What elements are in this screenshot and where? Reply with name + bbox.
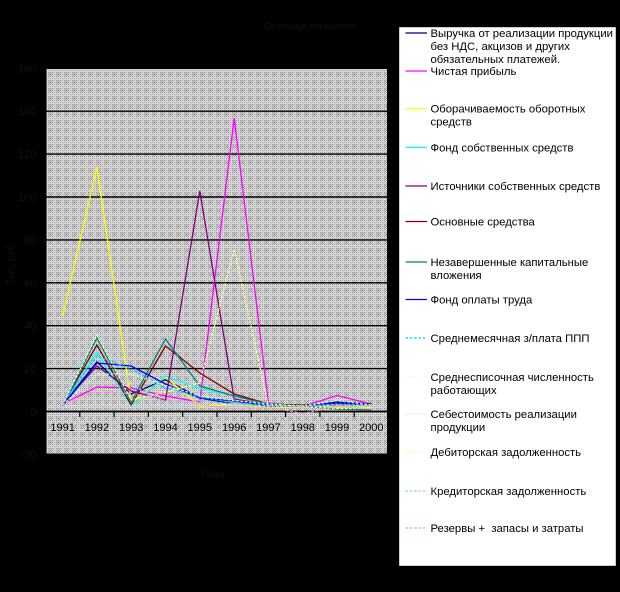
svg-text:1992: 1992 (85, 422, 109, 434)
svg-text:1994: 1994 (153, 422, 177, 434)
svg-text:120: 120 (18, 149, 36, 161)
svg-text:40: 40 (24, 321, 36, 333)
svg-text:160: 160 (18, 63, 36, 75)
svg-text:работающих: работающих (431, 385, 497, 397)
svg-text:Основные показатели: Основные показатели (264, 21, 356, 31)
svg-text:1998: 1998 (290, 422, 314, 434)
svg-text:Дебиторская задолженность: Дебиторская задолженность (431, 447, 582, 459)
svg-text:вложения: вложения (431, 270, 482, 282)
svg-text:1991: 1991 (50, 422, 74, 434)
svg-text:Основные средства: Основные средства (431, 217, 536, 229)
svg-text:Кредиторская задолженность: Кредиторская задолженность (431, 486, 587, 498)
svg-text:Фонд оплаты труда: Фонд оплаты труда (431, 295, 533, 307)
svg-text:обязательных платежей.: обязательных платежей. (431, 54, 561, 66)
svg-text:Тыс. руб.: Тыс. руб. (5, 242, 17, 284)
svg-text:2000: 2000 (359, 422, 383, 434)
svg-text:Выручка от реализации продукци: Выручка от реализации продукции (431, 28, 613, 40)
svg-text:Годы: Годы (201, 469, 224, 480)
svg-text:Оборачиваемость оборотных: Оборачиваемость оборотных (431, 104, 586, 116)
svg-text:продукции: продукции (431, 422, 486, 434)
svg-text:1993: 1993 (119, 422, 143, 434)
svg-text:Источники собственных средств: Источники собственных средств (431, 181, 601, 193)
svg-text:-20: -20 (21, 449, 37, 461)
svg-text:без НДС, акцизов и других: без НДС, акцизов и других (431, 41, 571, 53)
svg-text:1997: 1997 (256, 422, 280, 434)
svg-text:Среднесписочная численность: Среднесписочная численность (431, 372, 594, 384)
svg-text:Незавершенные капитальные: Незавершенные капитальные (431, 257, 589, 269)
svg-text:Себестоимость реализации: Себестоимость реализации (431, 409, 577, 421)
svg-text:0: 0 (30, 407, 36, 419)
svg-text:Среднемесячная з/плата ППП: Среднемесячная з/плата ППП (431, 333, 590, 345)
svg-text:Чистая прибыль: Чистая прибыль (431, 66, 517, 78)
svg-text:Резервы + запасы и затраты: Резервы + запасы и затраты (431, 523, 584, 535)
svg-text:100: 100 (18, 192, 36, 204)
svg-text:80: 80 (24, 235, 36, 247)
svg-text:средств: средств (431, 117, 472, 129)
svg-text:1995: 1995 (188, 422, 212, 434)
svg-text:60: 60 (24, 278, 36, 290)
svg-text:Фонд собственных средств: Фонд собственных средств (431, 143, 574, 155)
svg-text:20: 20 (24, 364, 36, 376)
svg-text:1996: 1996 (222, 422, 246, 434)
svg-text:140: 140 (18, 106, 36, 118)
svg-text:1999: 1999 (325, 422, 349, 434)
